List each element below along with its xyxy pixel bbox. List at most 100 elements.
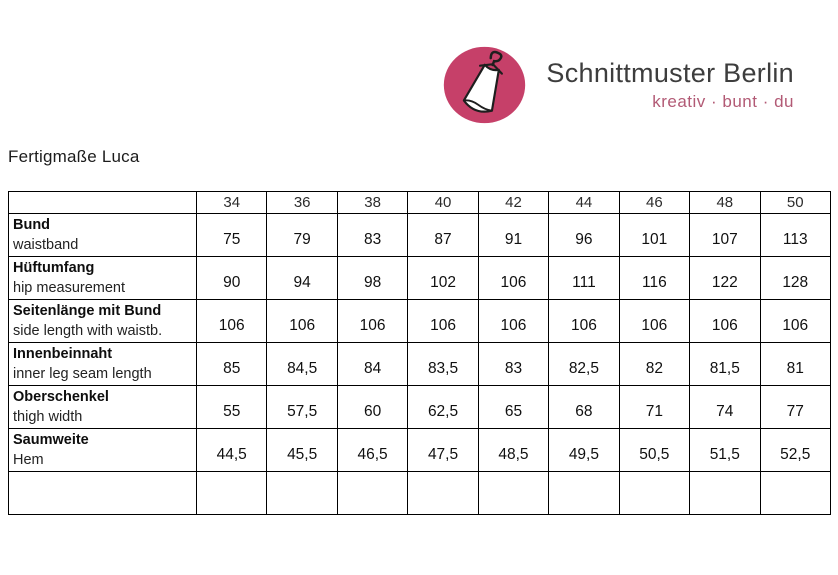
measurement-value: 94 [266,256,338,300]
size-table-body: Bund waistband 75 79 83 87 91 96 101 107 113 Hüftum… [8,213,831,515]
measurement-value: 101 [618,213,691,257]
empty-row [8,471,831,515]
size-header-46: 46 [618,191,691,214]
measurement-value: 96 [548,213,620,257]
measurement-value: 81 [759,342,831,386]
row-label-en: hip measurement [13,280,126,296]
measurement-row: Innenbeinnaht inner leg seam length 85 84,5… [8,342,831,386]
size-header-48: 48 [689,191,761,214]
measurement-value: 106 [618,299,691,343]
row-label-cell: Seitenlänge mit Bund side length with wai… [8,299,197,343]
empty-cell [759,471,831,515]
size-table: 34 36 38 40 42 44 46 48 50 Bund waistband 75 79 83 87… [8,191,831,515]
measurement-value: 82,5 [548,342,620,386]
size-header-34: 34 [195,191,268,214]
row-label-de: Oberschenkel [13,389,109,405]
measurement-row: Hüftumfang hip measurement 90 94 98 102 106 111… [8,256,831,300]
empty-cell [266,471,338,515]
size-header-44: 44 [548,191,620,214]
measurement-value: 111 [548,256,620,300]
empty-cell [689,471,761,515]
measurement-value: 102 [407,256,479,300]
measurement-row: Bund waistband 75 79 83 87 91 96 101 107 113 [8,213,831,257]
measurement-value: 106 [548,299,620,343]
measurement-value: 85 [195,342,268,386]
size-header-40: 40 [407,191,479,214]
row-label-cell: Hüftumfang hip measurement [8,256,197,300]
measurement-value: 60 [336,385,409,429]
measurement-value: 79 [266,213,338,257]
measurement-value: 106 [195,299,268,343]
measurement-value: 83,5 [407,342,479,386]
measurement-value: 57,5 [266,385,338,429]
size-header-50: 50 [759,191,831,214]
measurement-value: 77 [759,385,831,429]
brand-text: Schnittmuster Berlin kreativ · bunt · du [537,45,794,112]
row-label-cell: Saumweite Hem [8,428,197,472]
row-label-de: Innenbeinnaht [13,346,113,362]
measurement-value: 84 [336,342,409,386]
measurement-value: 82 [618,342,691,386]
measurement-value: 71 [618,385,691,429]
measurement-value: 84,5 [266,342,338,386]
measurement-value: 106 [689,299,761,343]
row-label-de: Bund [13,217,51,233]
measurement-value: 47,5 [407,428,479,472]
measurement-row: Saumweite Hem 44,5 45,5 46,5 47,5 48,5 49,5 50,5… [8,428,831,472]
measurement-value: 122 [689,256,761,300]
brand-name: Schnittmuster Berlin [546,58,794,88]
measurement-value: 55 [195,385,268,429]
measurement-value: 106 [336,299,409,343]
measurement-value: 83 [336,213,409,257]
measurement-value: 62,5 [407,385,479,429]
row-label-en: Hem [13,452,44,468]
measurement-value: 90 [195,256,268,300]
measurement-value: 128 [759,256,831,300]
measurement-value: 68 [548,385,620,429]
measurement-value: 44,5 [195,428,268,472]
empty-cell [336,471,409,515]
measurement-value: 48,5 [477,428,550,472]
measurement-value: 75 [195,213,268,257]
brand-logo-block: Schnittmuster Berlin kreativ · bunt · du [443,45,794,125]
measurement-value: 113 [759,213,831,257]
empty-cell [477,471,550,515]
measurement-value: 46,5 [336,428,409,472]
measurement-value: 50,5 [618,428,691,472]
measurement-value: 74 [689,385,761,429]
row-label-cell: Bund waistband [8,213,197,257]
size-table-head: 34 36 38 40 42 44 46 48 50 [8,191,831,214]
header-empty-cell [8,191,197,214]
row-label-en: inner leg seam length [13,366,152,382]
measurement-value: 106 [759,299,831,343]
measurement-value: 52,5 [759,428,831,472]
row-label-de: Saumweite [13,432,89,448]
empty-cell [548,471,620,515]
measurement-row: Seitenlänge mit Bund side length with wai… [8,299,831,343]
measurement-value: 83 [477,342,550,386]
measurement-value: 106 [477,256,550,300]
size-header-42: 42 [477,191,550,214]
row-label-cell: Innenbeinnaht inner leg seam length [8,342,197,386]
page-title: Fertigmaße Luca [8,147,140,166]
measurement-value: 91 [477,213,550,257]
size-header-36: 36 [266,191,338,214]
dress-logo-icon [443,46,526,124]
measurement-value: 65 [477,385,550,429]
size-header-38: 38 [336,191,409,214]
measurement-value: 106 [477,299,550,343]
measurement-value: 51,5 [689,428,761,472]
row-label-en: thigh width [13,409,83,425]
measurement-value: 98 [336,256,409,300]
empty-cell [195,471,268,515]
empty-cell [8,471,197,515]
measurement-value: 81,5 [689,342,761,386]
brand-tagline: kreativ · bunt · du [652,92,794,111]
measurement-value: 87 [407,213,479,257]
measurement-value: 49,5 [548,428,620,472]
measurement-value: 106 [266,299,338,343]
row-label-en: side length with waistb. [13,323,163,339]
size-header-row: 34 36 38 40 42 44 46 48 50 [8,191,831,214]
measurement-value: 45,5 [266,428,338,472]
